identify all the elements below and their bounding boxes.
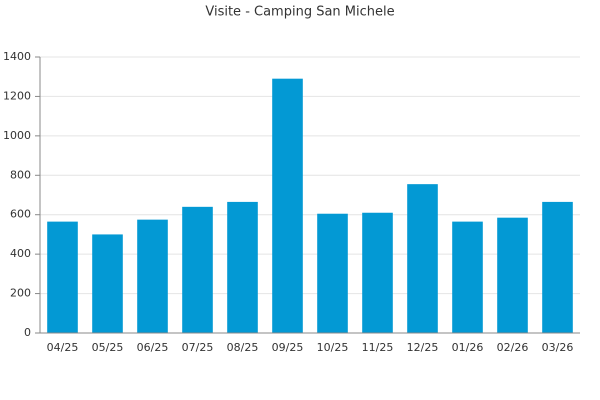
y-tick-label: 1200 [3, 89, 31, 102]
x-tick-label: 04/25 [47, 341, 79, 354]
x-tick-label: 06/25 [137, 341, 169, 354]
y-tick-label: 600 [10, 208, 31, 221]
y-tick-label: 200 [10, 287, 31, 300]
x-tick-label: 12/25 [407, 341, 439, 354]
x-tick-label: 09/25 [272, 341, 304, 354]
x-tick-label: 05/25 [92, 341, 124, 354]
bar [47, 221, 78, 333]
x-tick-label: 08/25 [227, 341, 259, 354]
bar [407, 184, 438, 333]
bar [317, 213, 348, 333]
bar [542, 201, 573, 333]
bar [137, 219, 168, 333]
x-tick-label: 07/25 [182, 341, 214, 354]
bar [497, 217, 528, 333]
x-tick-label: 02/26 [497, 341, 529, 354]
bar [227, 201, 258, 333]
y-tick-label: 1400 [3, 50, 31, 63]
bar [362, 212, 393, 333]
chart-title: Visite - Camping San Michele [205, 5, 394, 20]
bar [182, 206, 213, 333]
y-tick-label: 0 [24, 326, 31, 339]
y-tick-label: 800 [10, 168, 31, 181]
bar [272, 78, 303, 333]
bar [92, 234, 123, 333]
x-tick-label: 03/26 [542, 341, 574, 354]
x-tick-label: 11/25 [362, 341, 394, 354]
y-tick-label: 1000 [3, 129, 31, 142]
x-tick-label: 01/26 [452, 341, 484, 354]
x-tick-label: 10/25 [317, 341, 349, 354]
bar [452, 221, 483, 333]
y-tick-label: 400 [10, 247, 31, 260]
